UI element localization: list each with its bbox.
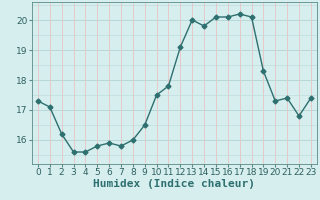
X-axis label: Humidex (Indice chaleur): Humidex (Indice chaleur) <box>93 179 255 189</box>
